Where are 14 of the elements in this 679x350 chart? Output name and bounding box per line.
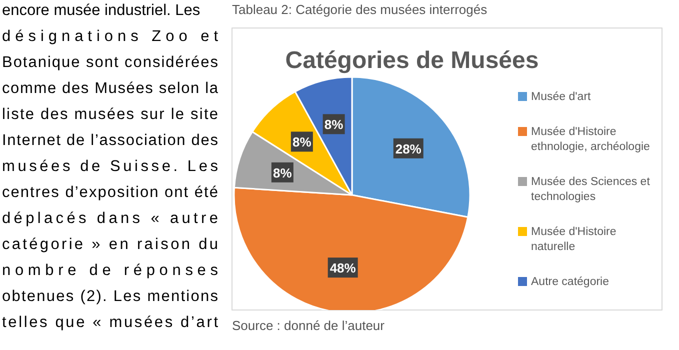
data-label: 48% xyxy=(330,260,356,276)
legend-label: Musée d'art xyxy=(531,91,592,103)
legend-label: Musée d'Histoire naturelle xyxy=(531,226,616,253)
data-label: 8% xyxy=(292,134,312,150)
legend-label: Musée d'Histoire ethnologie, archéologie xyxy=(531,126,650,153)
legend-label: Musée des Sciences et technologies xyxy=(531,176,651,203)
data-label: 28% xyxy=(395,141,422,156)
legend-label: Autre catégorie xyxy=(531,276,609,288)
text: Tableau 2: Catégorie des musées interrogés xyxy=(232,2,488,17)
data-label: 8% xyxy=(273,165,292,180)
text: encore musée industriel. Les désignations Zoo et Botanique sont considérées comme des Musées selon la liste des musées sur le site Internet de l’association des musées de Suisse. Les centres d’exposition ont été déplacés dans « autre catégorie » en raison du nombre de réponses obtenues (2). Les mentions telles que « musées d’art xyxy=(2,2,218,331)
source-note: Source : donné de l’auteur xyxy=(232,318,386,333)
data-label: 8% xyxy=(324,117,344,132)
chart-title: Catégories de Musées xyxy=(285,47,539,74)
